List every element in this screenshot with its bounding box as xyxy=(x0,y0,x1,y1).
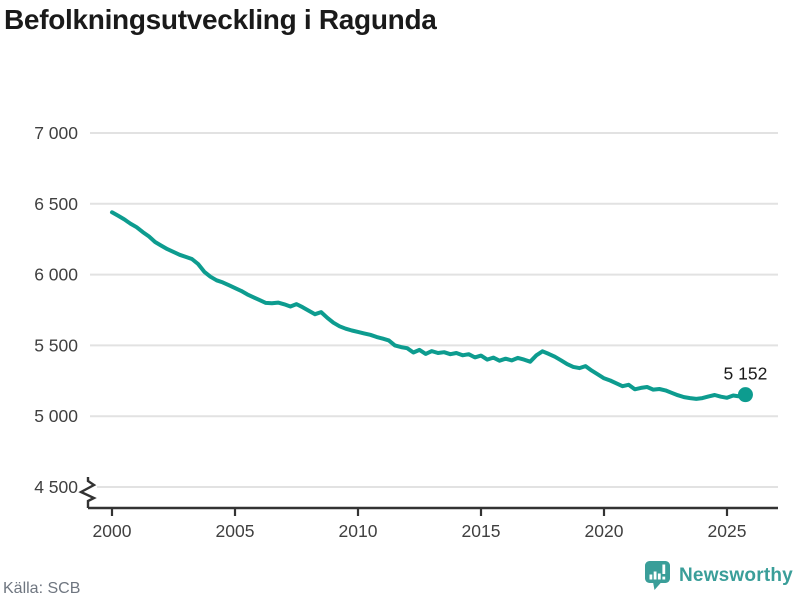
last-point-marker xyxy=(737,387,753,403)
newsworthy-logo: Newsworthy xyxy=(644,560,793,591)
x-tick-label-2010: 2010 xyxy=(339,521,378,541)
x-tick-label-2020: 2020 xyxy=(585,521,624,541)
population-line xyxy=(110,210,748,401)
last-value-label: 5 152 xyxy=(724,364,768,384)
chart-title: Befolkningsutveckling i Ragunda xyxy=(4,4,437,35)
x-tick-label-2015: 2015 xyxy=(462,521,501,541)
y-axis-break xyxy=(78,477,97,508)
newsworthy-icon xyxy=(645,561,670,590)
y-tick-label-4500: 4 500 xyxy=(34,477,78,497)
source-attribution: Källa: SCB xyxy=(3,580,81,597)
y-tick-label-5000: 5 000 xyxy=(34,406,78,426)
newsworthy-wordmark: Newsworthy xyxy=(679,564,793,586)
x-tick-label-2005: 2005 xyxy=(216,521,255,541)
x-tick-label-2000: 2000 xyxy=(93,521,132,541)
x-tick-label-2025: 2025 xyxy=(708,521,747,541)
y-tick-label-6500: 6 500 xyxy=(34,194,78,214)
y-tick-label-7000: 7 000 xyxy=(34,123,78,143)
y-tick-label-5500: 5 500 xyxy=(34,335,78,355)
y-tick-label-6000: 6 000 xyxy=(34,265,78,285)
